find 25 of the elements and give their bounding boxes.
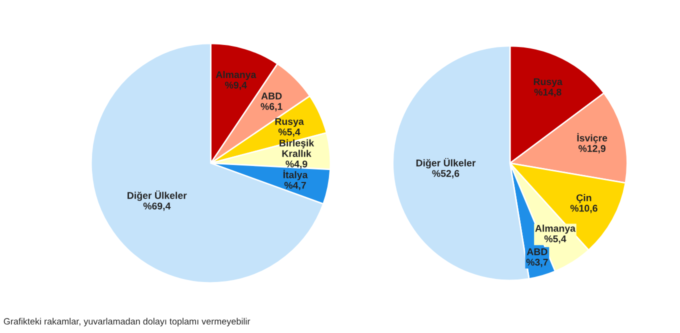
data-label: %4,7 <box>284 182 306 190</box>
slice-label: Diğer Ülkeler <box>416 158 476 168</box>
slice-label: Almanya <box>535 224 576 234</box>
slice-label: Diğer Ülkeler <box>128 190 187 201</box>
slice-label: Rusya <box>275 118 304 127</box>
slice-label: İsviçre <box>577 133 608 144</box>
text: Grafikteki rakamlar, yuvarlamadan dolayı toplamı vermeyebilir <box>4 318 250 326</box>
data-label: %4,9 <box>286 160 308 169</box>
data-label: %52,6 <box>432 170 460 178</box>
slice-label: Almanya <box>216 70 256 80</box>
data-label: %3,7 <box>526 258 548 268</box>
data-label: %5,4 <box>544 235 566 244</box>
slice-label: Birleşik Krallık <box>280 139 314 157</box>
slice-label: ABD <box>526 248 548 256</box>
slice-label: Çin <box>576 194 592 204</box>
data-label: %69,4 <box>143 202 171 211</box>
slice-label: İtalya <box>283 170 308 180</box>
data-label: %12,9 <box>578 145 606 154</box>
data-label: %14,8 <box>534 88 562 97</box>
slice-label: ABD <box>261 92 282 100</box>
data-label: %10,6 <box>570 204 598 214</box>
slice-label: Rusya <box>534 78 562 88</box>
data-label: %5,4 <box>278 128 300 137</box>
data-label: %6,1 <box>260 103 282 112</box>
data-label: %9,4 <box>225 82 247 90</box>
